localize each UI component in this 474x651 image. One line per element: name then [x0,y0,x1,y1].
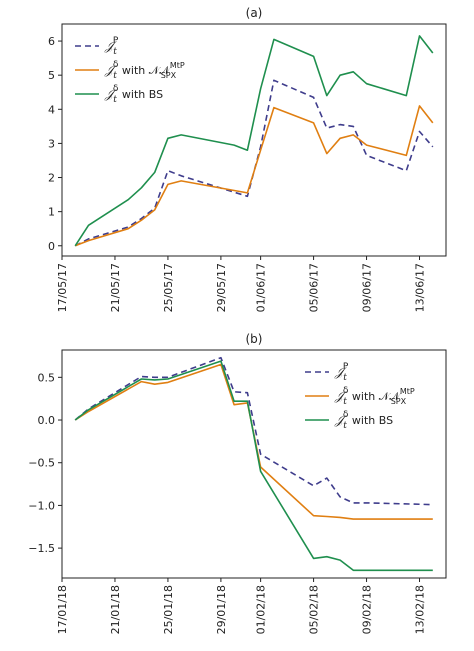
legend: 𝒥tP 𝒥tδ with 𝒩𝒩MtP SPX 𝒥tδ with BS [75,36,185,105]
plot-frame [61,23,447,257]
legend-label: 𝒥tδ with 𝒩𝒩MtP SPX [334,386,415,407]
y-tick-label: 6 [48,35,55,48]
series-line-3 [74,360,433,572]
chart-panel-1: (a) 0 1 2 3 4 5 6 17/05/17 21/05/17 25/05/17 29/05/… [48,6,447,312]
series-line-1 [74,79,434,247]
x-tick-label: 01/02/18 [255,585,268,634]
legend-label: 𝒥tδ with BS [334,410,393,431]
x-tick-label: 09/06/17 [361,263,374,312]
legend: 𝒥tP 𝒥tδ with 𝒩𝒩MtP SPX 𝒥tδ with BS [305,362,415,431]
x-tick-label: 09/02/18 [361,585,374,634]
chart-panel-2: (b) −1.5 −1.0 −0.5 0.0 0.5 17/01/18 21/01/18 25/… [28,332,447,634]
panel-title: (a) [246,6,263,20]
x-tick-label: 29/01/18 [215,585,228,634]
x-tick-label: 25/01/18 [162,585,175,634]
x-tick-label: 05/02/18 [308,585,321,634]
legend-label: 𝒥tP [334,362,349,383]
legend-label: 𝒥tδ with BS [104,84,163,105]
y-tick-label: 0.5 [38,371,56,384]
series-line-3 [74,35,434,247]
x-tick-label: 05/06/17 [308,263,321,312]
x-tick-label: 17/01/18 [56,585,69,634]
y-tick-label: 4 [48,103,55,116]
y-tick-label: 0.0 [38,414,56,427]
x-tick-label: 29/05/17 [215,263,228,312]
series-line-2 [74,363,433,520]
plot-frame [61,349,447,579]
legend-label: 𝒥tP [104,36,119,57]
x-tick-label: 01/06/17 [255,263,268,312]
x-tick-label: 21/05/17 [109,263,122,312]
legend-label: 𝒥tδ with 𝒩𝒩MtP SPX [104,60,185,81]
x-tick-label: 13/02/18 [414,585,427,634]
y-tick-label: 0 [48,240,55,253]
y-tick-label: 1 [48,206,55,219]
series-line-1 [74,356,433,506]
x-tick-label: 13/06/17 [414,263,427,312]
panel-title: (b) [246,332,263,346]
x-tick-label: 25/05/17 [162,263,175,312]
series-line-2 [74,105,434,247]
y-tick-label: 5 [48,69,55,82]
y-tick-label: 2 [48,172,55,185]
x-tick-label: 17/05/17 [56,263,69,312]
y-tick-label: −1.5 [28,542,55,555]
x-tick-label: 21/01/18 [109,585,122,634]
y-tick-label: 3 [48,137,55,150]
y-tick-label: −1.0 [28,499,55,512]
y-tick-label: −0.5 [28,457,55,470]
